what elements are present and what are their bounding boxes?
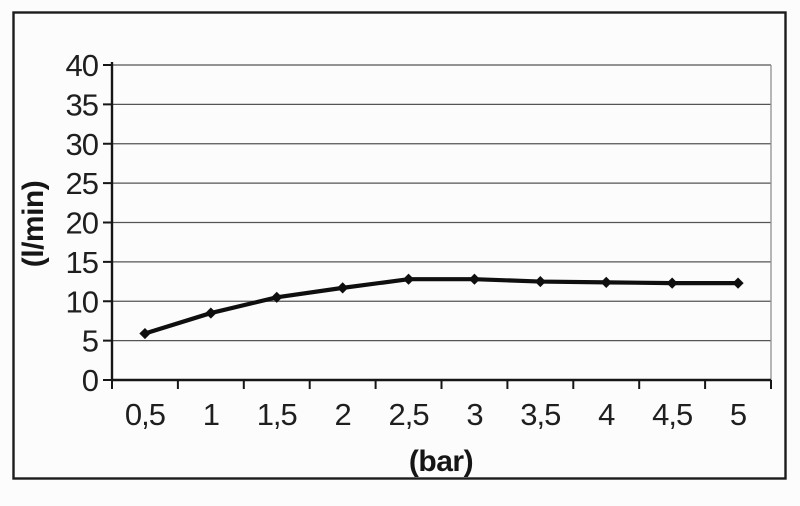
x-tick-label-2,5: 2,5 xyxy=(388,397,428,432)
data-point-marker-1 xyxy=(205,307,217,319)
data-point-marker-2 xyxy=(271,291,283,303)
x-tick-label-4,5: 4,5 xyxy=(652,397,692,432)
x-tick-label-5: 5 xyxy=(730,397,746,432)
y-tick-label-15: 15 xyxy=(66,245,98,280)
chart-outer-border xyxy=(12,11,787,480)
x-axis-title: (bar) xyxy=(409,445,473,478)
data-point-marker-3 xyxy=(337,282,349,294)
x-tick-label-0,5: 0,5 xyxy=(125,397,165,432)
data-point-marker-0 xyxy=(139,327,151,340)
x-tick-label-3: 3 xyxy=(466,397,482,432)
y-tick-label-5: 5 xyxy=(82,324,98,359)
x-tick-label-3,5: 3,5 xyxy=(520,397,560,432)
y-tick-label-40: 40 xyxy=(66,48,99,83)
data-point-marker-8 xyxy=(666,277,678,289)
data-point-marker-5 xyxy=(468,273,481,285)
y-tick-label-10: 10 xyxy=(66,284,99,319)
y-tick-label-30: 30 xyxy=(66,127,99,162)
data-point-marker-6 xyxy=(534,275,546,288)
x-tick-label-1,5: 1,5 xyxy=(257,397,297,432)
y-tick-label-20: 20 xyxy=(66,206,99,241)
y-tick-label-35: 35 xyxy=(66,87,98,122)
x-tick-label-1: 1 xyxy=(203,397,219,432)
y-tick-label-25: 25 xyxy=(66,166,98,201)
data-point-marker-4 xyxy=(402,273,415,285)
y-axis-title: (l/min) xyxy=(17,181,50,268)
y-tick-label-0: 0 xyxy=(82,363,99,398)
x-tick-label-2: 2 xyxy=(335,397,351,432)
x-tick-label-4: 4 xyxy=(598,397,615,432)
data-point-marker-7 xyxy=(600,276,612,288)
data-point-marker-9 xyxy=(732,277,744,289)
series-line-flow-rate xyxy=(144,277,739,336)
